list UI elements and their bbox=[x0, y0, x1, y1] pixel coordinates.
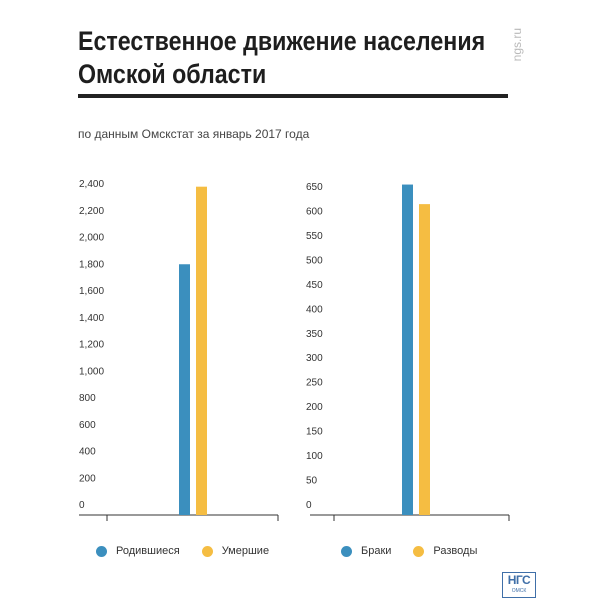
y-tick-label: 1,200 bbox=[79, 340, 104, 351]
bar-blue bbox=[402, 184, 413, 516]
legend-dot-marriages bbox=[341, 545, 352, 557]
y-tick-label: 200 bbox=[306, 402, 323, 413]
title-line-2: Омской области bbox=[78, 59, 267, 89]
legend-label-marriages: Браки bbox=[361, 545, 392, 557]
logo-main-text: НГС bbox=[507, 573, 531, 587]
y-tick-label: 1,400 bbox=[79, 313, 104, 324]
y-tick-label: 100 bbox=[306, 451, 323, 462]
y-tick-label: 1,000 bbox=[79, 366, 104, 377]
title-divider bbox=[78, 94, 508, 98]
bar-blue bbox=[179, 264, 190, 515]
legend-item-deaths: Умершие bbox=[201, 545, 270, 557]
y-tick-label: 250 bbox=[306, 378, 323, 389]
legend-right: Браки Разводы bbox=[341, 545, 499, 557]
legend-label-births: Родившиеся bbox=[116, 545, 180, 557]
legend-label-deaths: Умершие bbox=[221, 545, 270, 557]
y-tick-label: 0 bbox=[79, 500, 85, 511]
bar-yellow bbox=[196, 186, 207, 516]
legend-item-marriages: Браки bbox=[341, 545, 391, 557]
y-tick-label: 0 bbox=[306, 500, 312, 511]
y-tick-label: 600 bbox=[79, 420, 96, 431]
y-tick-label: 1,800 bbox=[79, 259, 104, 270]
legend-dot-deaths bbox=[201, 545, 213, 557]
y-tick-label: 200 bbox=[79, 473, 96, 484]
y-tick-label: 650 bbox=[306, 182, 323, 193]
y-tick-label: 2,400 bbox=[79, 179, 104, 190]
y-tick-label: 1,600 bbox=[79, 286, 104, 297]
y-tick-label: 550 bbox=[306, 231, 323, 242]
bar-yellow bbox=[419, 204, 430, 515]
y-tick-label: 50 bbox=[306, 476, 318, 487]
y-tick-label: 400 bbox=[79, 447, 96, 458]
y-tick-label: 500 bbox=[306, 255, 323, 266]
y-tick-label: 300 bbox=[306, 353, 323, 364]
legend-item-births: Родившиеся bbox=[96, 545, 180, 557]
y-tick-label: 600 bbox=[306, 206, 323, 217]
legend-item-divorces: Разводы bbox=[413, 545, 477, 557]
y-tick-label: 400 bbox=[306, 304, 323, 315]
y-tick-label: 150 bbox=[306, 427, 323, 438]
legend-dot-births bbox=[96, 545, 107, 557]
y-tick-label: 2,000 bbox=[79, 233, 104, 244]
title-line-1: Естественное движение населения bbox=[78, 26, 486, 56]
chart-subtitle: по данным Омскстат за январь 2017 года bbox=[78, 127, 310, 141]
ngs-logo: НГС ОМСК bbox=[502, 572, 536, 598]
y-tick-label: 800 bbox=[79, 393, 96, 404]
y-tick-label: 450 bbox=[306, 280, 323, 291]
y-tick-label: 350 bbox=[306, 329, 323, 340]
legend-dot-divorces bbox=[413, 545, 425, 557]
legend-label-divorces: Разводы bbox=[433, 545, 478, 557]
legend-left: Родившиеся Умершие bbox=[96, 545, 291, 557]
logo-sub-text: ОМСК bbox=[511, 588, 527, 594]
page-title: Естественное движение населения Омской о… bbox=[78, 25, 485, 91]
y-tick-label: 2,200 bbox=[79, 206, 104, 217]
